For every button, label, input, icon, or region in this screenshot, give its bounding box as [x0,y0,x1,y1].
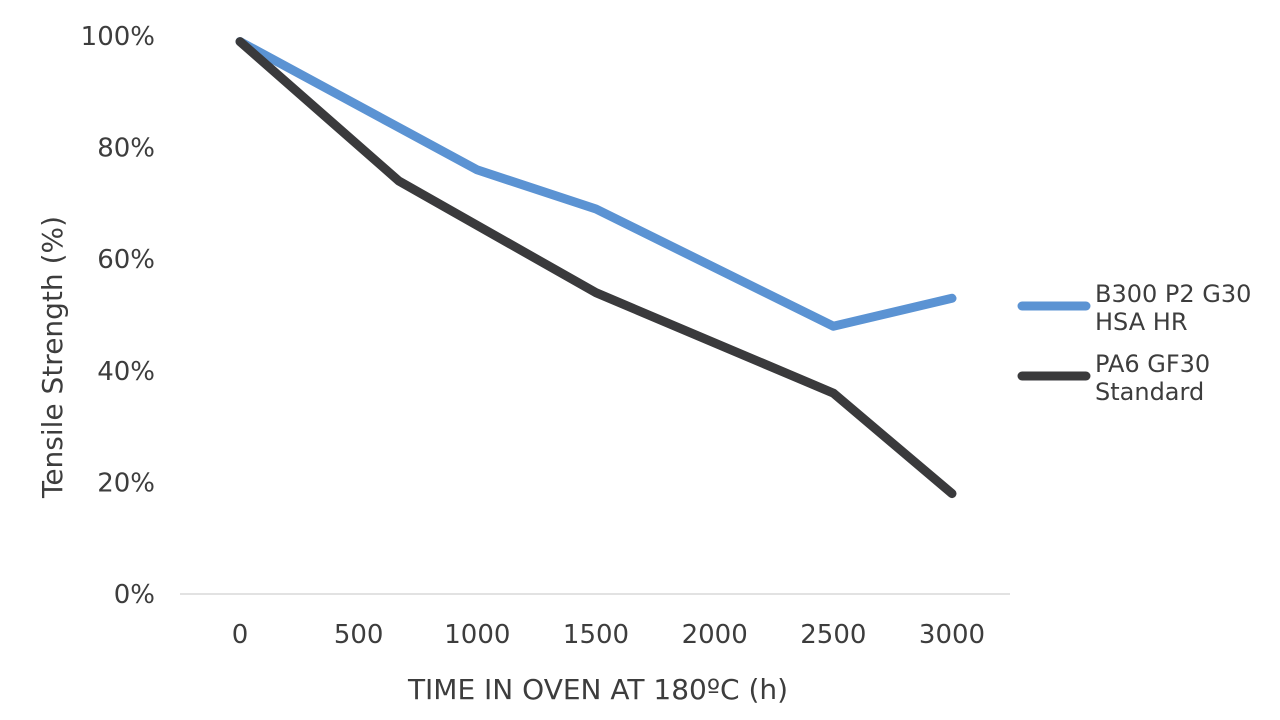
x-tick-label: 0 [232,620,249,650]
x-axis-title: TIME IN OVEN AT 180ºC (h) [407,673,788,706]
x-tick-label: 3000 [919,620,985,650]
x-tick-label: 2500 [800,620,866,650]
y-tick-label: 0% [114,580,155,610]
x-tick-label: 1000 [444,620,510,650]
y-axis-ticks: 0% 20% 40% 60% 80% 100% [81,22,155,610]
x-tick-label: 1500 [563,620,629,650]
legend: B300 P2 G30 HSA HR PA6 GF30 Standard [1017,280,1251,406]
legend-label-2: PA6 GF30 Standard [1095,350,1210,406]
series-layer [235,37,957,499]
series-line-1 [235,37,957,331]
legend-label-1: B300 P2 G30 HSA HR [1095,280,1251,336]
y-tick-label: 60% [97,245,155,275]
y-tick-label: 100% [81,22,155,52]
x-tick-label: 2000 [682,620,748,650]
x-axis-ticks: 0 500 1000 1500 2000 2500 3000 [232,620,985,650]
y-axis-title: Tensile Strength (%) [36,216,69,499]
series-line-2 [235,37,957,499]
y-tick-label: 20% [97,468,155,498]
y-tick-label: 40% [97,357,155,387]
x-tick-label: 500 [334,620,384,650]
y-tick-label: 80% [97,134,155,164]
